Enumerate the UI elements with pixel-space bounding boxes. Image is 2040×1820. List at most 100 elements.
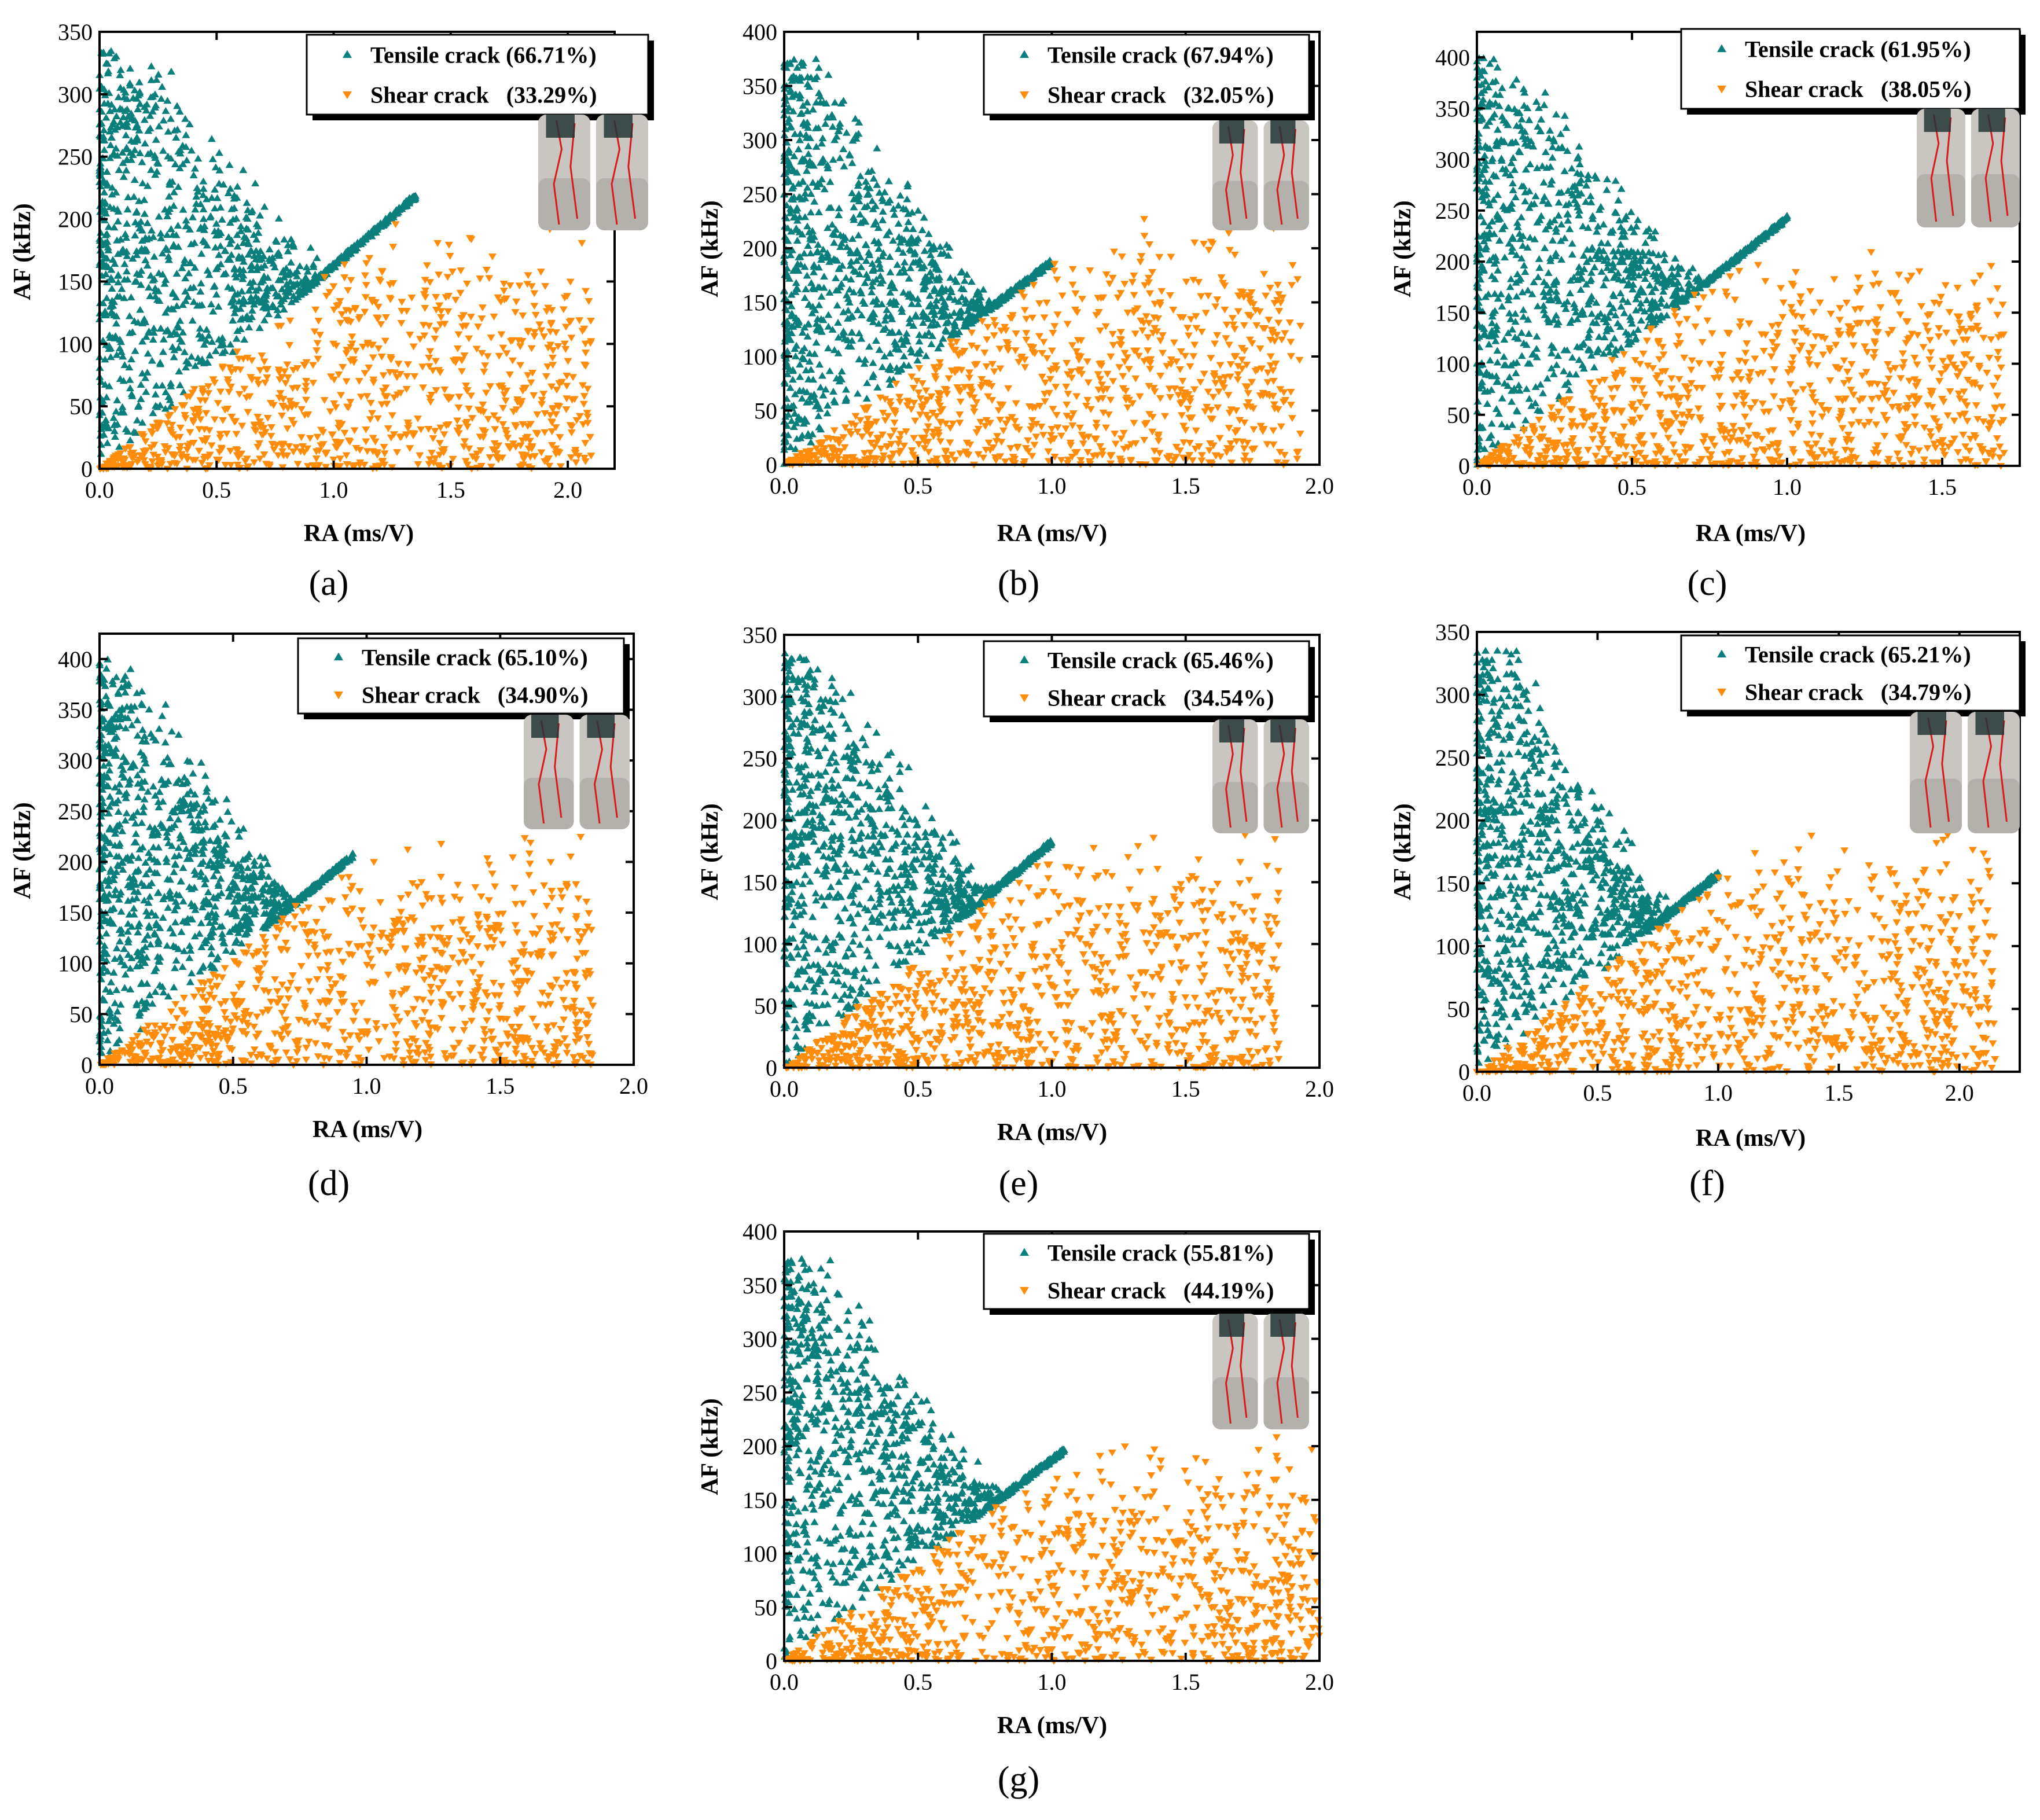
tensile-crack-point bbox=[207, 194, 216, 201]
tensile-crack-point bbox=[785, 146, 793, 153]
tensile-crack-point bbox=[796, 130, 804, 137]
shear-crack-point bbox=[1214, 404, 1222, 411]
tensile-crack-point bbox=[1590, 263, 1599, 271]
shear-crack-point bbox=[1207, 355, 1215, 362]
tensile-crack-point bbox=[233, 242, 242, 250]
tensile-crack-point bbox=[191, 362, 200, 369]
tensile-crack-point bbox=[848, 329, 857, 336]
shear-crack-point bbox=[444, 396, 453, 403]
tensile-crack-point bbox=[255, 324, 264, 331]
tensile-crack-point bbox=[209, 282, 218, 290]
shear-crack-point bbox=[344, 437, 353, 444]
shear-crack-point bbox=[277, 322, 285, 330]
shear-crack-point bbox=[1165, 385, 1174, 393]
tensile-crack-point bbox=[105, 382, 113, 389]
shear-crack-point bbox=[1119, 373, 1127, 380]
shear-crack-point bbox=[1022, 336, 1031, 344]
tensile-crack-point bbox=[100, 100, 109, 107]
y-tick-label: 0 bbox=[81, 456, 93, 482]
tensile-crack-point bbox=[242, 213, 251, 220]
shear-crack-point bbox=[138, 431, 146, 439]
shear-crack-point bbox=[1102, 424, 1111, 432]
tensile-crack-point bbox=[146, 292, 155, 299]
shear-crack-point bbox=[1111, 440, 1120, 448]
tensile-crack-point bbox=[800, 263, 809, 270]
shear-crack-point bbox=[466, 314, 475, 321]
shear-crack-point bbox=[1108, 330, 1117, 338]
shear-crack-point bbox=[313, 433, 322, 441]
tensile-crack-point bbox=[97, 450, 105, 457]
shear-crack-point bbox=[1028, 453, 1036, 460]
tensile-crack-point bbox=[199, 185, 208, 192]
shear-crack-point bbox=[425, 461, 433, 468]
tensile-crack-point bbox=[200, 222, 209, 230]
tensile-crack-point bbox=[200, 226, 208, 233]
tensile-crack-point bbox=[115, 443, 124, 450]
tensile-crack-point bbox=[199, 215, 208, 222]
shear-crack-point bbox=[1110, 248, 1119, 256]
shear-crack-point bbox=[1130, 309, 1138, 317]
shear-crack-point bbox=[322, 464, 330, 471]
tensile-crack-point bbox=[854, 389, 862, 397]
shear-crack-point bbox=[292, 444, 300, 451]
shear-crack-point bbox=[149, 424, 157, 431]
shear-crack-point bbox=[523, 433, 532, 441]
shear-crack-point bbox=[502, 387, 511, 395]
tensile-crack-point bbox=[306, 244, 315, 251]
shear-crack-point bbox=[1076, 424, 1085, 432]
shear-crack-point bbox=[549, 347, 557, 354]
tensile-crack-point bbox=[108, 285, 116, 292]
y-tick-label: 50 bbox=[754, 398, 777, 424]
shear-crack-point bbox=[944, 375, 953, 383]
shear-crack-point bbox=[198, 437, 207, 444]
shear-crack-point bbox=[1228, 315, 1237, 322]
tensile-crack-point bbox=[814, 412, 823, 420]
tensile-crack-point bbox=[174, 242, 183, 250]
shear-crack-point bbox=[575, 317, 584, 325]
shear-crack-point bbox=[440, 386, 449, 394]
shear-crack-point bbox=[1050, 267, 1058, 275]
shear-crack-point bbox=[381, 337, 389, 345]
tensile-crack-point bbox=[856, 211, 865, 218]
tensile-crack-point bbox=[133, 416, 141, 424]
tensile-crack-point bbox=[841, 385, 850, 393]
shear-crack-point bbox=[339, 363, 347, 371]
shear-crack-point bbox=[468, 415, 477, 422]
shear-crack-point bbox=[201, 453, 209, 461]
shear-crack-point bbox=[1197, 293, 1205, 300]
shear-crack-point bbox=[335, 371, 343, 378]
tensile-crack-point bbox=[227, 296, 236, 304]
shear-crack-point bbox=[437, 314, 446, 321]
tensile-crack-point bbox=[1493, 347, 1502, 354]
shear-crack-point bbox=[365, 365, 373, 372]
tensile-crack-point bbox=[254, 229, 263, 236]
shear-crack-point bbox=[250, 422, 259, 430]
tensile-crack-point bbox=[235, 297, 244, 305]
shear-crack-point bbox=[530, 333, 539, 340]
tensile-crack-point bbox=[885, 196, 894, 204]
tensile-crack-point bbox=[142, 333, 150, 340]
tensile-crack-point bbox=[138, 418, 147, 426]
shear-crack-point bbox=[168, 421, 177, 429]
shear-crack-point bbox=[990, 368, 998, 376]
shear-crack-point bbox=[1049, 406, 1057, 413]
shear-crack-point bbox=[1269, 427, 1278, 435]
shear-crack-point bbox=[494, 294, 502, 302]
shear-crack-point bbox=[474, 323, 483, 331]
shear-crack-point bbox=[196, 416, 205, 424]
tensile-crack-point bbox=[863, 379, 872, 387]
tensile-crack-point bbox=[957, 267, 966, 275]
tensile-crack-point bbox=[1641, 275, 1649, 282]
tensile-crack-point bbox=[803, 271, 811, 279]
shear-crack-point bbox=[915, 365, 924, 372]
tensile-crack-point bbox=[122, 145, 131, 152]
tensile-crack-point bbox=[888, 315, 896, 322]
shear-crack-point bbox=[499, 344, 508, 352]
tensile-crack-point bbox=[815, 263, 824, 271]
tensile-crack-point bbox=[786, 209, 795, 216]
shear-crack-point bbox=[369, 379, 378, 387]
tensile-crack-point bbox=[134, 220, 143, 227]
shear-crack-point bbox=[240, 385, 249, 393]
tensile-crack-point bbox=[131, 231, 139, 239]
tensile-crack-point bbox=[153, 159, 161, 166]
